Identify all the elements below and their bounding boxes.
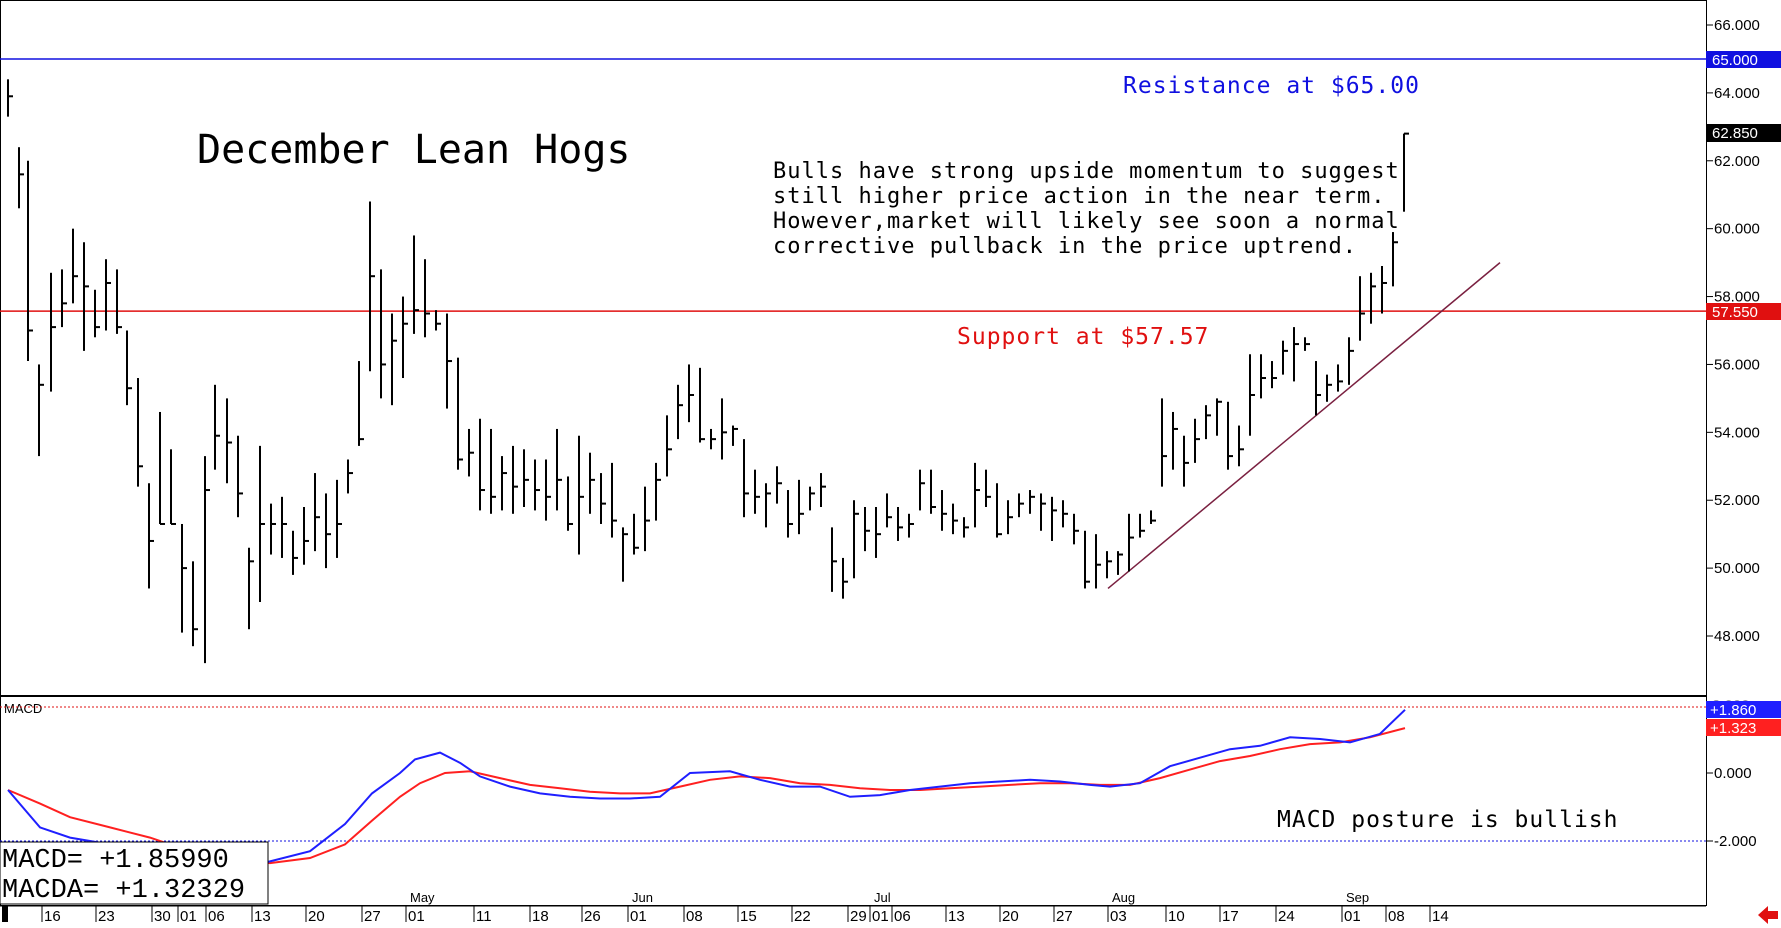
support-tag: 57.550: [1706, 303, 1781, 321]
date-tick-label: 11: [476, 908, 492, 925]
price-tick-label: 66.000: [1714, 17, 1760, 34]
support-label: Support at $57.57: [957, 324, 1209, 350]
date-tick-label: 06: [894, 908, 911, 925]
month-label: Jun: [632, 890, 653, 905]
uptrend-line: [1107, 262, 1501, 590]
price-tick-label: 54.000: [1714, 424, 1760, 441]
annotation-line-1: Bulls have strong upside momentum to sug…: [773, 159, 1400, 184]
resistance-label: Resistance at $65.00: [1123, 73, 1420, 99]
date-tick-label: 14: [1432, 908, 1449, 925]
svg-text:MACD= +1.85990: MACD= +1.85990: [2, 846, 229, 876]
date-tick-label: 01: [630, 908, 647, 925]
chart-title: December Lean Hogs: [197, 127, 630, 173]
price-tick-label: 58.000: [1714, 289, 1760, 306]
date-tick-label: 01: [408, 908, 425, 925]
date-tick-label: 13: [948, 908, 965, 925]
macda-line: [7, 727, 1406, 865]
month-label: Sep: [1346, 890, 1369, 905]
svg-text:+1.860: +1.860: [1710, 702, 1756, 719]
date-tick-label: 17: [1222, 908, 1239, 925]
axis-start-marker: [2, 906, 8, 922]
macd-note: MACD posture is bullish: [1277, 807, 1619, 833]
date-tick-label: 13: [254, 908, 271, 925]
date-tick-label: 01: [872, 908, 889, 925]
date-tick-label: 08: [1388, 908, 1405, 925]
date-tick-label: 08: [686, 908, 703, 925]
date-tick-label: 15: [740, 908, 757, 925]
price-tick-label: 48.000: [1714, 628, 1760, 645]
month-label: May: [410, 890, 435, 905]
last-price-tag: 62.850: [1706, 124, 1781, 142]
date-tick-label: 01: [180, 908, 197, 925]
price-tick-label: 50.000: [1714, 560, 1760, 577]
svg-text:MACDA= +1.32329: MACDA= +1.32329: [2, 876, 245, 906]
annotation-line-2: still higher price action in the near te…: [773, 184, 1386, 209]
date-tick-label: 27: [364, 908, 381, 925]
macd-tick-label: 0.000: [1714, 765, 1752, 782]
ohlc-bars: [7, 79, 1409, 664]
date-tick-label: 20: [1002, 908, 1019, 925]
date-tick-label: 27: [1056, 908, 1073, 925]
macd-readout: MACD= +1.85990 MACDA= +1.32329: [0, 841, 269, 906]
date-tick-label: 24: [1278, 908, 1295, 925]
date-tick-label: 06: [208, 908, 225, 925]
date-tick-label: 16: [44, 908, 61, 925]
scroll-arrow-icon[interactable]: [1758, 906, 1778, 924]
macd-value-tag: +1.860: [1706, 701, 1781, 719]
date-axis: 16 23 30 01 06 13 20 27 01 11 18 26 01 08 15 22 29 01 06 13…: [41, 906, 1449, 925]
date-tick-label: 26: [584, 908, 601, 925]
macd-panel-label: MACD: [4, 701, 42, 716]
macda-value-tag: +1.323: [1706, 719, 1781, 737]
price-tick-label: 60.000: [1714, 221, 1760, 238]
date-tick-label: 23: [98, 908, 115, 925]
date-tick-label: 01: [1344, 908, 1361, 925]
date-tick-label: 10: [1168, 908, 1185, 925]
month-label: Jul: [874, 890, 891, 905]
date-tick-label: 22: [794, 908, 811, 925]
price-tick-label: 62.000: [1714, 153, 1760, 170]
date-tick-label: 30: [154, 908, 171, 925]
resistance-tag: 65.000: [1706, 51, 1781, 69]
annotation-line-3: However,market will likely see soon a no…: [773, 209, 1400, 234]
month-label: Aug: [1112, 890, 1135, 905]
svg-text:62.850: 62.850: [1712, 125, 1758, 142]
date-tick-label: 03: [1110, 908, 1127, 925]
svg-text:65.000: 65.000: [1712, 52, 1758, 69]
date-tick-label: 18: [532, 908, 549, 925]
annotation-line-4: corrective pullback in the price uptrend…: [773, 234, 1357, 259]
macd-line: [7, 709, 1406, 873]
macd-axis: 0.000 -2.000: [0, 765, 1757, 850]
date-tick-label: 29: [850, 908, 867, 925]
svg-text:57.550: 57.550: [1712, 304, 1758, 321]
price-tick-label: 64.000: [1714, 85, 1760, 102]
price-tick-label: 56.000: [1714, 356, 1760, 373]
date-tick-label: 20: [308, 908, 325, 925]
price-axis: 48.000 50.000 52.000 54.000 56.000 58.000 60.0…: [1706, 17, 1760, 645]
svg-text:+1.323: +1.323: [1710, 720, 1756, 737]
macd-tick-label: -2.000: [1714, 833, 1757, 850]
month-axis: May Jun Jul Aug Sep: [410, 890, 1369, 905]
price-tick-label: 52.000: [1714, 492, 1760, 509]
